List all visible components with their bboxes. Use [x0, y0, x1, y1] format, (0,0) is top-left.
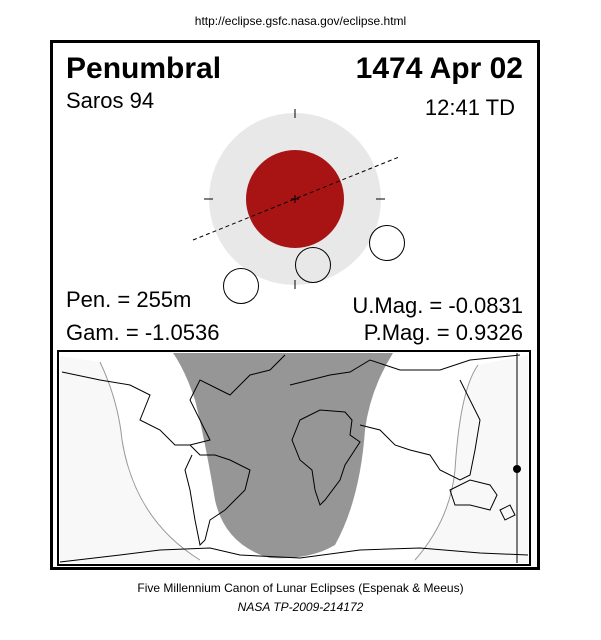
axis-ticks	[204, 109, 385, 289]
penumbral-magnitude: P.Mag. = 0.9326	[363, 320, 523, 345]
coastlines	[59, 354, 529, 563]
gamma-value: Gam. = -1.0536	[66, 320, 220, 345]
saros-number: Saros 94	[66, 88, 155, 113]
diagram-frame	[50, 40, 540, 570]
shadow-diagram	[192, 109, 405, 304]
penumbral-duration: Pen. = 255m	[66, 287, 192, 312]
moon-greatest-eclipse	[295, 247, 331, 283]
moon-last-contact	[369, 225, 405, 261]
source-url: http://eclipse.gsfc.nasa.gov/eclipse.htm…	[194, 14, 407, 28]
moon-path-line	[192, 156, 400, 241]
footer-publication: NASA TP-2009-214172	[237, 600, 364, 614]
partial-visibility-region	[60, 355, 528, 563]
moon-first-contact	[223, 268, 259, 304]
umbral-magnitude: U.Mag. = -0.0831	[352, 293, 523, 318]
subsolar-point-marker	[513, 465, 521, 473]
eclipse-type: Penumbral	[66, 52, 222, 85]
visibility-map	[57, 350, 531, 566]
footer-citation: Five Millennium Canon of Lunar Eclipses …	[137, 581, 464, 595]
eclipse-time: 12:41 TD	[424, 95, 515, 120]
eclipse-date: 1474 Apr 02	[355, 52, 523, 85]
